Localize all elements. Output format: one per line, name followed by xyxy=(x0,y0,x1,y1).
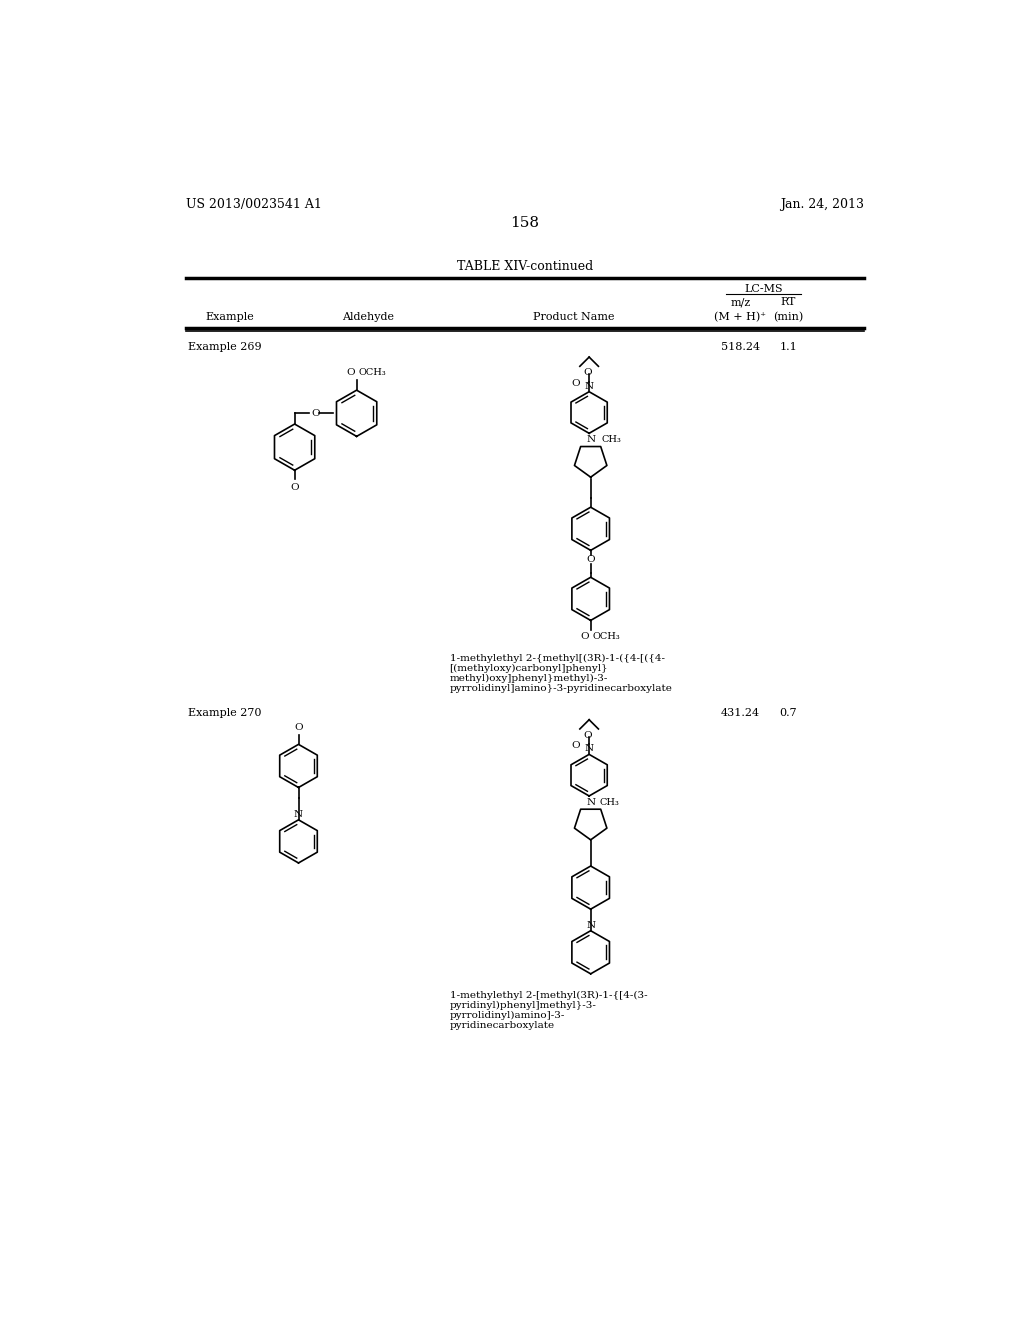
Text: Product Name: Product Name xyxy=(532,313,614,322)
Text: O: O xyxy=(291,483,299,491)
Text: (M + H)⁺: (M + H)⁺ xyxy=(715,313,766,322)
Text: O: O xyxy=(346,368,355,378)
Text: OCH₃: OCH₃ xyxy=(358,368,386,378)
Text: N: N xyxy=(586,921,595,929)
Text: TABLE XIV-continued: TABLE XIV-continued xyxy=(457,260,593,273)
Text: O: O xyxy=(587,556,595,564)
Text: CH₃: CH₃ xyxy=(601,436,622,444)
Text: O: O xyxy=(584,368,592,376)
Text: O: O xyxy=(571,742,580,750)
Text: LC-MS: LC-MS xyxy=(744,284,782,294)
Text: pyrrolidinyl]amino}-3-pyridinecarboxylate: pyrrolidinyl]amino}-3-pyridinecarboxylat… xyxy=(450,684,673,693)
Text: N: N xyxy=(586,797,595,807)
Text: RT: RT xyxy=(780,297,796,308)
Text: OCH₃: OCH₃ xyxy=(592,632,620,642)
Text: pyridinyl)phenyl]methyl}-3-: pyridinyl)phenyl]methyl}-3- xyxy=(450,1001,597,1010)
Text: Example 269: Example 269 xyxy=(188,342,262,351)
Text: (min): (min) xyxy=(773,313,804,322)
Text: pyrrolidinyl)amino]-3-: pyrrolidinyl)amino]-3- xyxy=(450,1011,565,1020)
Text: m/z: m/z xyxy=(730,297,751,308)
Text: 0.7: 0.7 xyxy=(779,708,797,718)
Text: 1.1: 1.1 xyxy=(779,342,797,351)
Text: N: N xyxy=(586,436,595,444)
Text: O: O xyxy=(311,409,321,417)
Text: CH₃: CH₃ xyxy=(600,797,620,807)
Text: methyl)oxy]phenyl}methyl)-3-: methyl)oxy]phenyl}methyl)-3- xyxy=(450,675,608,684)
Text: 1-methylethyl 2-[methyl(3R)-1-{[4-(3-: 1-methylethyl 2-[methyl(3R)-1-{[4-(3- xyxy=(450,991,647,999)
Text: O: O xyxy=(571,379,580,388)
Text: 518.24: 518.24 xyxy=(721,342,760,351)
Text: 158: 158 xyxy=(510,216,540,230)
Text: [(methyloxy)carbonyl]phenyl}: [(methyloxy)carbonyl]phenyl} xyxy=(450,664,608,673)
Text: O: O xyxy=(581,632,589,642)
Text: N: N xyxy=(585,381,594,391)
Text: N: N xyxy=(294,810,303,818)
Text: 431.24: 431.24 xyxy=(721,708,760,718)
Text: Jan. 24, 2013: Jan. 24, 2013 xyxy=(780,198,864,211)
Text: Aldehyde: Aldehyde xyxy=(342,313,394,322)
Text: N: N xyxy=(585,744,594,754)
Text: Example 270: Example 270 xyxy=(188,708,262,718)
Text: 1-methylethyl 2-{methyl[(3R)-1-({4-[({4-: 1-methylethyl 2-{methyl[(3R)-1-({4-[({4- xyxy=(450,655,665,664)
Text: pyridinecarboxylate: pyridinecarboxylate xyxy=(450,1020,555,1030)
Text: Example: Example xyxy=(206,313,254,322)
Text: O: O xyxy=(294,723,303,733)
Text: US 2013/0023541 A1: US 2013/0023541 A1 xyxy=(186,198,322,211)
Text: O: O xyxy=(584,730,592,739)
